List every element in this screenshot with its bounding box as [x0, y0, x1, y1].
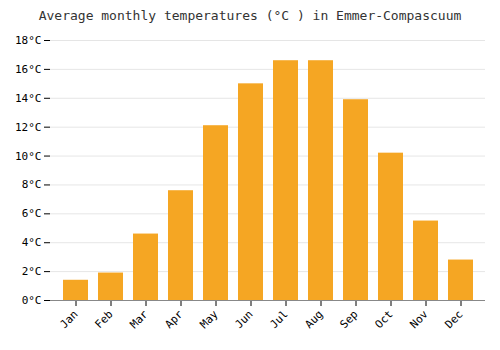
- svg-text:6°C: 6°C: [22, 207, 42, 220]
- svg-text:16°C: 16°C: [15, 63, 42, 76]
- svg-text:0°C: 0°C: [22, 294, 42, 307]
- svg-text:8°C: 8°C: [22, 178, 42, 191]
- svg-text:Feb: Feb: [92, 308, 115, 331]
- svg-text:Jan: Jan: [57, 308, 80, 331]
- svg-text:Apr: Apr: [162, 307, 186, 331]
- svg-text:10°C: 10°C: [15, 150, 42, 163]
- svg-text:Jul: Jul: [267, 308, 290, 331]
- svg-text:Mar: Mar: [127, 307, 151, 331]
- svg-text:18°C: 18°C: [15, 34, 42, 47]
- svg-text:Jun: Jun: [232, 308, 255, 331]
- html-text:Average monthly temperatures (: Average monthly temperatures (°C ) in Em…: [38, 8, 462, 23]
- svg-text:12°C: 12°C: [15, 121, 42, 134]
- svg-text:14°C: 14°C: [15, 92, 42, 105]
- svg-text:2°C: 2°C: [22, 265, 42, 278]
- svg-text:Aug: Aug: [302, 308, 325, 331]
- svg-text:4°C: 4°C: [22, 236, 42, 249]
- svg-text:Oct: Oct: [372, 308, 395, 331]
- svg-text:Nov: Nov: [407, 307, 431, 331]
- svg-text:May: May: [197, 307, 221, 331]
- svg-text:Sep: Sep: [337, 308, 360, 331]
- svg-text:Dec: Dec: [442, 308, 465, 331]
